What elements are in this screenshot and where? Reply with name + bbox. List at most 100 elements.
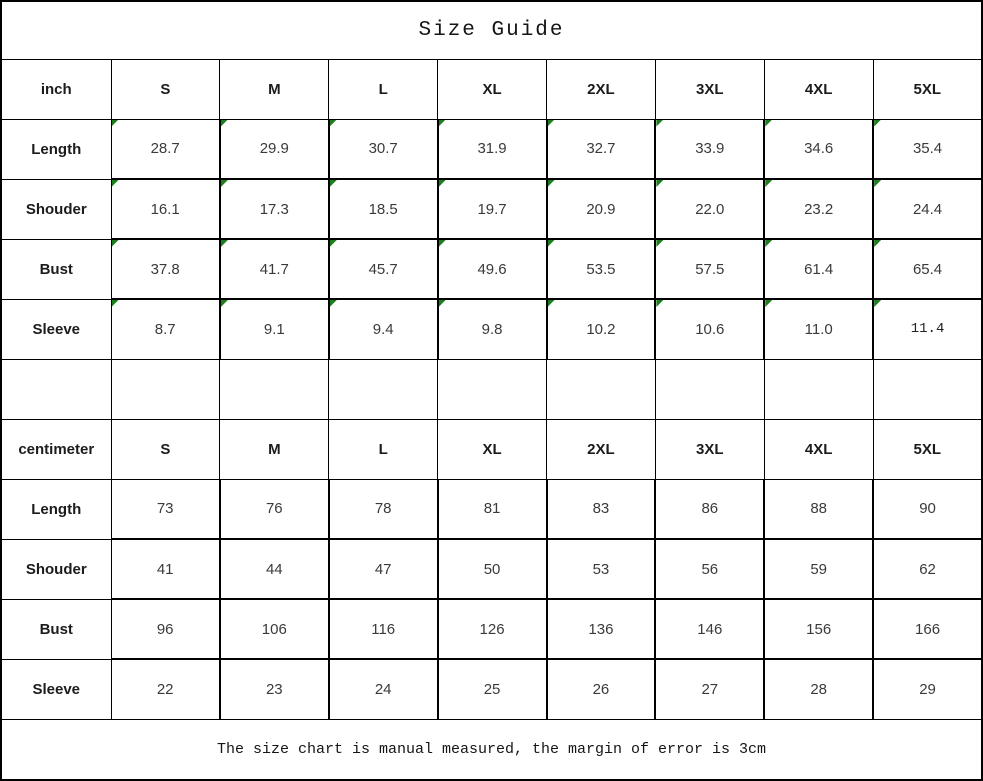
measurement-value: 24.4: [912, 200, 943, 218]
measurement-cell: 9.4: [327, 298, 439, 360]
measurement-cell: 45.7: [327, 238, 439, 300]
measurement-cell: 78: [327, 478, 439, 540]
size-column-header: 3XL: [654, 58, 765, 120]
measurement-cell: 166: [872, 598, 983, 660]
cm-sleeve-row: Sleeve 22 23 24 25 26 27 28 29: [0, 658, 983, 720]
measurement-cell: 88: [763, 478, 874, 540]
measurement-cell: 59: [763, 538, 874, 600]
measurement-value: 11.0: [804, 320, 833, 338]
cell-error-indicator-icon: [439, 301, 446, 307]
cell-error-indicator-icon: [548, 301, 555, 307]
measurement-cell: 8.7: [110, 298, 221, 360]
measurement-cell: 90: [872, 478, 983, 540]
cell-error-indicator-icon: [766, 241, 773, 247]
measurement-cell: 61.4: [763, 238, 874, 300]
measurement-value: 33.9: [695, 140, 725, 158]
measurement-value: 53.5: [586, 260, 616, 278]
measurement-cell: 41: [110, 538, 221, 600]
size-column-header: 4XL: [763, 58, 874, 120]
size-column-header: 3XL: [654, 418, 765, 480]
measurement-cell: 35.4: [872, 118, 983, 180]
cell-error-indicator-icon: [439, 241, 446, 247]
unit-header-inch: inch: [0, 58, 112, 120]
measurement-value: 11.4: [910, 321, 945, 338]
size-column-header: XL: [437, 418, 547, 480]
cm-length-row: Length 73 76 78 81 83 86 88 90: [0, 478, 983, 540]
cell-error-indicator-icon: [657, 181, 664, 187]
cell-error-indicator-icon: [330, 120, 337, 127]
cell-error-indicator-icon: [330, 241, 337, 247]
measurement-cell: 16.1: [110, 178, 221, 240]
size-column-header: M: [219, 418, 330, 480]
measurement-cell: 31.9: [436, 118, 547, 180]
size-column-header: S: [110, 418, 221, 480]
empty-cell: [654, 358, 765, 420]
measurement-cell: 17.3: [218, 178, 330, 240]
measurement-value: 10.2: [586, 320, 616, 338]
inch-sleeve-row: Sleeve 8.7 9.1 9.4 9.8 10.2 10.6 11.0 11…: [0, 298, 983, 360]
measurement-value: 61.4: [804, 260, 834, 278]
cell-error-indicator-icon: [766, 120, 773, 127]
measurement-value: 57.5: [695, 260, 725, 278]
cell-error-indicator-icon: [548, 241, 555, 247]
measurement-value: 31.9: [477, 140, 507, 158]
measurement-cell: 34.6: [763, 118, 874, 180]
row-label: Shouder: [0, 178, 112, 240]
cell-error-indicator-icon: [221, 301, 228, 307]
measurement-cell: 81: [436, 478, 547, 540]
measurement-cell: 146: [654, 598, 765, 660]
cell-error-indicator-icon: [875, 120, 882, 127]
measurement-cell: 53.5: [545, 238, 656, 300]
measurement-cell: 23.2: [763, 178, 874, 240]
cell-error-indicator-icon: [330, 301, 337, 307]
measurement-cell: 26: [545, 658, 656, 720]
measurement-value: 20.9: [586, 200, 616, 218]
cell-error-indicator-icon: [111, 181, 119, 187]
empty-cell: [546, 358, 656, 420]
cell-error-indicator-icon: [439, 120, 446, 127]
measurement-cell: 19.7: [436, 178, 547, 240]
size-column-header: 2XL: [546, 418, 656, 480]
measurement-value: 49.6: [477, 260, 507, 278]
row-label: Length: [0, 118, 112, 180]
measurement-cell: 156: [763, 598, 874, 660]
empty-cell: [437, 358, 547, 420]
cell-error-indicator-icon: [548, 181, 555, 187]
size-column-header: M: [219, 58, 330, 120]
measurement-cell: 32.7: [545, 118, 656, 180]
row-label: Sleeve: [0, 298, 112, 360]
measurement-cell: 9.8: [436, 298, 547, 360]
measurement-cell: 65.4: [872, 238, 983, 300]
cell-error-indicator-icon: [111, 301, 119, 307]
cell-error-indicator-icon: [221, 120, 228, 127]
measurement-cell: 33.9: [654, 118, 765, 180]
measurement-cell: 57.5: [654, 238, 765, 300]
measurement-cell: 49.6: [436, 238, 547, 300]
measurement-value: 16.1: [150, 200, 180, 218]
measurement-cell: 11.0: [763, 298, 874, 360]
size-column-header: 4XL: [763, 418, 874, 480]
measurement-cell: 22.0: [654, 178, 765, 240]
cell-error-indicator-icon: [657, 120, 664, 127]
measurement-value: 45.7: [368, 260, 398, 278]
measurement-cell: 86: [654, 478, 765, 540]
size-column-header: L: [328, 58, 439, 120]
cell-error-indicator-icon: [657, 301, 664, 307]
spacer-row: [0, 358, 983, 420]
measurement-cell: 25: [436, 658, 547, 720]
measurement-cell: 18.5: [327, 178, 439, 240]
measurement-cell: 44: [218, 538, 330, 600]
measurement-cell: 76: [218, 478, 330, 540]
row-label: Length: [0, 478, 112, 540]
measurement-cell: 27: [654, 658, 765, 720]
measurement-value: 34.6: [804, 140, 834, 158]
empty-cell: [219, 358, 330, 420]
cell-error-indicator-icon: [657, 241, 664, 247]
measurement-value: 8.7: [154, 320, 176, 338]
cell-error-indicator-icon: [875, 301, 882, 307]
measurement-value: 17.3: [259, 200, 289, 218]
measurement-cell: 37.8: [110, 238, 221, 300]
measurement-cell: 30.7: [327, 118, 439, 180]
measurement-cell: 96: [110, 598, 221, 660]
measurement-value: 9.1: [263, 320, 285, 338]
